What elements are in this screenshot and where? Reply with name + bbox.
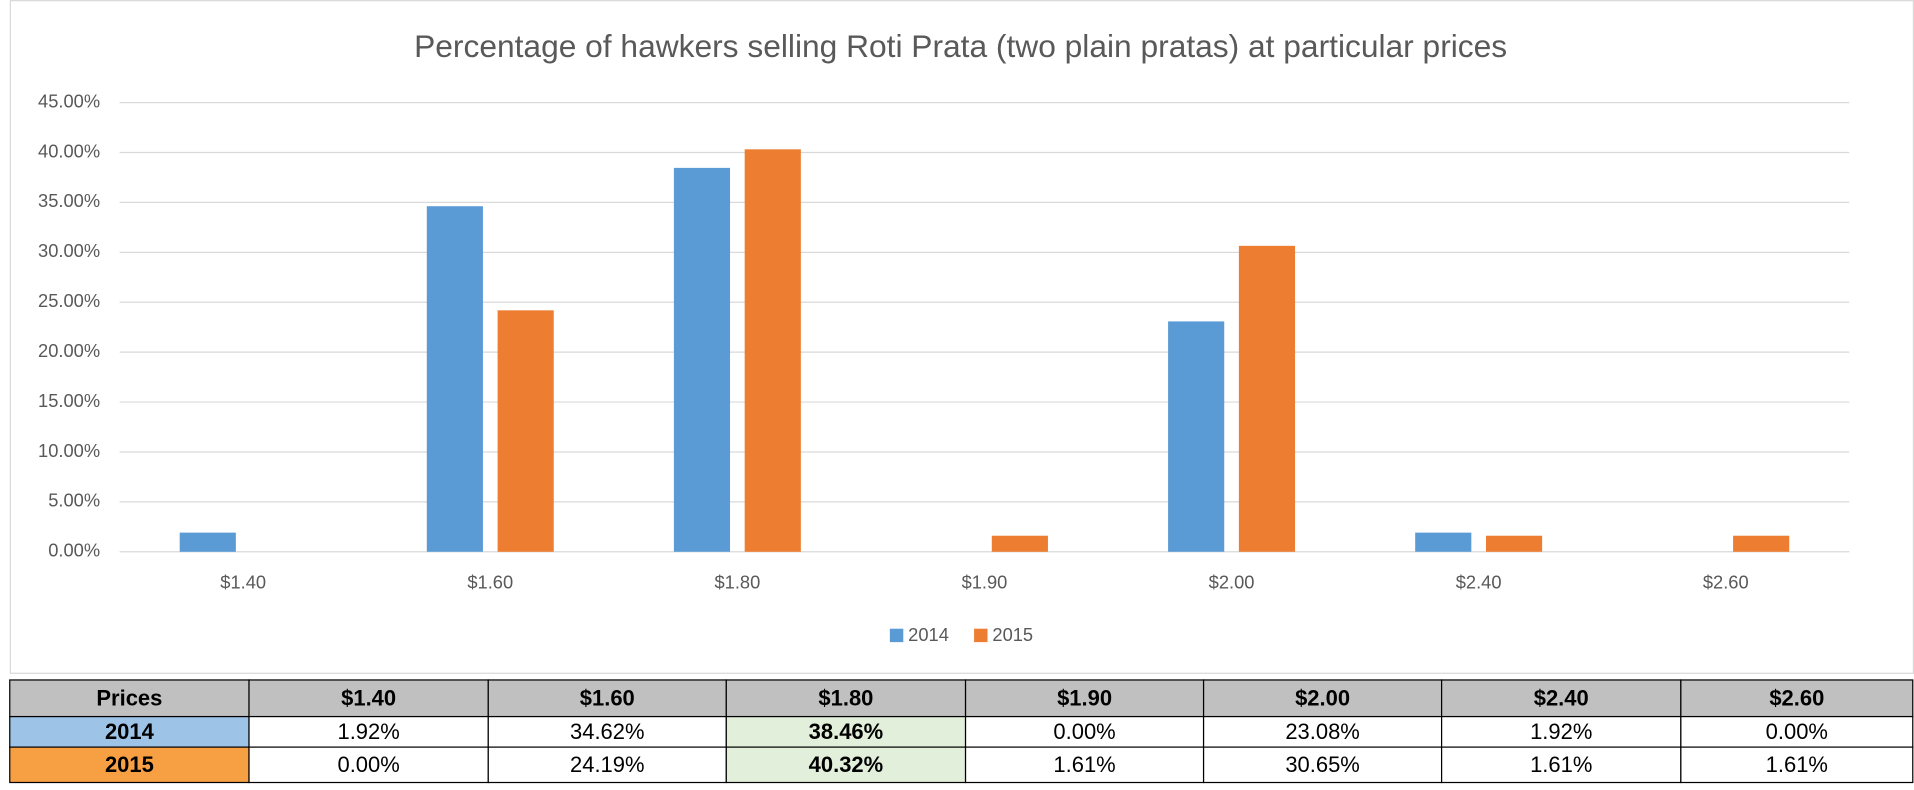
table-cell xyxy=(1680,679,1914,718)
table-text: $1.40 xyxy=(341,685,396,710)
chart-title: Percentage of hawkers selling Roti Prata… xyxy=(414,28,1507,64)
table-text: 38.46% xyxy=(809,719,884,744)
table-text: $2.00 xyxy=(1295,685,1350,710)
table-cell xyxy=(248,746,489,784)
table-text: 2015 xyxy=(105,752,154,777)
table-cell xyxy=(9,679,250,718)
table-cell xyxy=(487,679,727,718)
bar xyxy=(1415,532,1472,552)
table-text: 0.00% xyxy=(1053,719,1115,744)
y-tick-label: 30.00% xyxy=(38,240,100,261)
table-cell xyxy=(725,715,967,748)
x-tick-label: $1.90 xyxy=(962,571,1008,592)
legend-swatch xyxy=(889,628,904,643)
bar xyxy=(179,532,236,552)
y-tick-label: 0.00% xyxy=(48,540,100,561)
table-cell xyxy=(487,715,727,748)
table-text: 1.92% xyxy=(337,719,399,744)
x-tick-label: $1.40 xyxy=(220,571,266,592)
bar xyxy=(1238,245,1296,552)
table-cell xyxy=(964,679,1205,718)
table-cell xyxy=(487,746,727,784)
table-text: 1.61% xyxy=(1530,752,1592,777)
table-cell xyxy=(9,715,250,748)
table-cell xyxy=(1680,746,1914,784)
table-cell xyxy=(1440,746,1682,784)
table-text: 1.92% xyxy=(1530,719,1592,744)
table-text: 2014 xyxy=(105,719,155,744)
y-tick-label: 40.00% xyxy=(38,140,100,161)
table-text: 0.00% xyxy=(1766,719,1828,744)
bar xyxy=(426,206,483,552)
bar xyxy=(991,535,1048,552)
y-tick-label: 5.00% xyxy=(48,490,100,511)
x-tick-label: $2.00 xyxy=(1209,571,1255,592)
table-text: $2.40 xyxy=(1534,685,1589,710)
bar xyxy=(1485,535,1543,552)
table-cell xyxy=(9,746,250,784)
table-text: 24.19% xyxy=(570,752,645,777)
legend-swatch xyxy=(974,628,988,643)
legend-label: 2015 xyxy=(992,624,1033,645)
bar xyxy=(1733,535,1790,552)
table-text: $1.60 xyxy=(580,685,635,710)
legend-label: 2014 xyxy=(908,624,949,645)
bar xyxy=(497,310,554,552)
table-text: 34.62% xyxy=(570,719,645,744)
table-cell xyxy=(725,746,967,784)
table-text: 30.65% xyxy=(1285,752,1360,777)
table-text: $1.80 xyxy=(818,685,873,710)
table-text: Prices xyxy=(96,685,162,710)
bar xyxy=(744,149,801,552)
table-text: 0.00% xyxy=(337,752,399,777)
table-text: $2.60 xyxy=(1769,685,1824,710)
table-text: 1.61% xyxy=(1053,752,1115,777)
y-tick-label: 45.00% xyxy=(38,90,100,111)
x-tick-label: $2.60 xyxy=(1703,571,1749,592)
bar xyxy=(1168,321,1225,552)
x-tick-label: $2.40 xyxy=(1456,571,1502,592)
table-text: $1.90 xyxy=(1057,685,1112,710)
chart-frame xyxy=(9,0,1914,674)
y-tick-label: 25.00% xyxy=(38,290,100,311)
bar xyxy=(673,167,731,552)
table-text: 23.08% xyxy=(1285,719,1360,744)
table-cell xyxy=(1202,715,1443,748)
y-tick-label: 15.00% xyxy=(38,390,100,411)
table-cell xyxy=(725,679,967,718)
table-text: 1.61% xyxy=(1766,752,1828,777)
table-cell xyxy=(1202,679,1443,718)
table-cell xyxy=(964,715,1205,748)
y-tick-label: 35.00% xyxy=(38,190,100,211)
y-tick-label: 20.00% xyxy=(38,340,100,361)
y-tick-label: 10.00% xyxy=(38,440,100,461)
x-tick-label: $1.60 xyxy=(467,571,513,592)
x-tick-label: $1.80 xyxy=(714,571,760,592)
table-text: 40.32% xyxy=(809,752,884,777)
